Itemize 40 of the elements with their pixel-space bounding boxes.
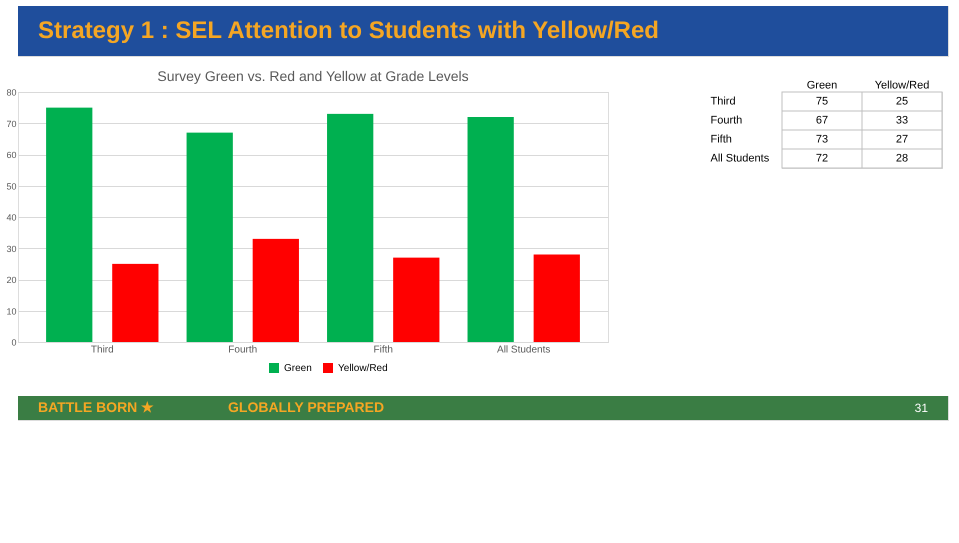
y-tick-label: Fifth xyxy=(710,134,732,146)
y-tick-label: 10 xyxy=(6,306,16,316)
x-tick-label: Fourth xyxy=(228,344,258,356)
bar xyxy=(186,132,233,342)
bar xyxy=(534,254,580,342)
x-tick-label: Fifth xyxy=(374,344,393,356)
text: 31 xyxy=(914,401,928,415)
bar xyxy=(393,258,440,342)
x-tick-label: Third xyxy=(90,344,114,356)
legend-label: Yellow/Red xyxy=(338,363,388,374)
y-tick-label: All Students xyxy=(710,152,770,164)
y-tick-label: 20 xyxy=(6,275,16,285)
y-tick-label: 50 xyxy=(6,181,16,192)
bar xyxy=(112,264,158,342)
data-label: 73 xyxy=(816,134,828,146)
data-label: 25 xyxy=(896,96,908,108)
y-tick-label: 70 xyxy=(6,118,16,129)
bar xyxy=(468,117,514,342)
y-tick-label: 0 xyxy=(11,338,16,348)
legend-label: Green xyxy=(284,363,312,374)
data-label: 33 xyxy=(896,114,908,126)
text: GLOBALLY PREPARED xyxy=(228,399,384,415)
bar xyxy=(46,108,92,342)
text: BATTLE BORN ★ xyxy=(38,399,154,415)
chart-subtitle: Survey Green vs. Red and Yellow at Grade Levels xyxy=(157,68,469,84)
y-tick-label: 30 xyxy=(6,244,16,254)
y-tick-label: 60 xyxy=(6,150,16,160)
data-label: 28 xyxy=(896,152,908,164)
y-tick-label: 80 xyxy=(6,88,16,98)
y-tick-label: Third xyxy=(710,96,736,108)
y-tick-label: Fourth xyxy=(710,114,742,126)
x-tick-label: All Students xyxy=(497,344,550,356)
data-label: 75 xyxy=(816,96,828,108)
bar xyxy=(327,114,374,342)
data-label: 67 xyxy=(816,114,828,126)
data-label: 27 xyxy=(896,134,908,146)
chart-title: Strategy 1 : SEL Attention to Students with Yellow/Red xyxy=(38,17,659,44)
y-tick-label: 40 xyxy=(6,212,16,222)
data-label: 72 xyxy=(816,152,828,164)
bar xyxy=(252,238,299,342)
